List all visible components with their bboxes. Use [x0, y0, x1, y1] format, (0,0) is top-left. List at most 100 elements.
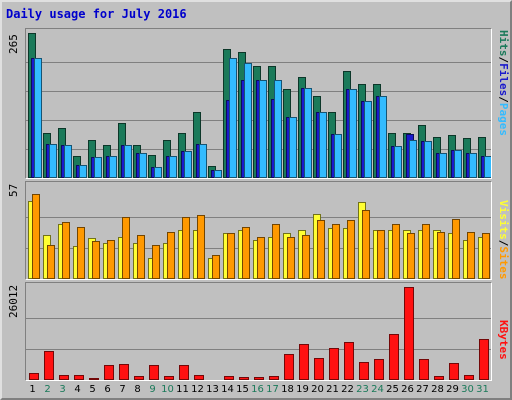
pages-bar [424, 141, 432, 178]
kbytes-bar [59, 375, 69, 380]
x-tick-label: 29 [446, 384, 459, 395]
sites-bar [227, 233, 235, 279]
x-tick-label: 12 [191, 384, 204, 395]
legend-visits: Visits [497, 200, 510, 240]
kbytes-ymax-label: 26012 [7, 284, 20, 318]
pages-bar [229, 58, 237, 178]
kbytes-bar [314, 358, 324, 380]
x-tick-label: 8 [134, 384, 141, 395]
kbytes-bar [74, 375, 84, 380]
sites-bar [467, 232, 475, 279]
sites-bar [272, 224, 280, 279]
pages-bar [154, 167, 162, 178]
x-tick-label: 22 [341, 384, 354, 395]
kbytes-bar [344, 342, 354, 380]
pages-bar [139, 153, 147, 178]
x-tick-label: 24 [371, 384, 384, 395]
sites-ymax-label: 57 [7, 183, 20, 197]
visits-sites-chart [26, 194, 491, 279]
legend-separator: / [497, 239, 510, 247]
legend-separator: / [497, 56, 510, 64]
legend-pages: Pages [497, 102, 510, 136]
x-tick-label: 28 [431, 384, 444, 395]
pages-bar [379, 96, 387, 178]
x-tick-label: 20 [311, 384, 324, 395]
sites-bar [182, 217, 190, 279]
sites-bar [92, 241, 100, 279]
chart-title: Daily usage for July 2016 [6, 7, 187, 21]
kbytes-bar [449, 363, 459, 380]
sites-bar [302, 235, 310, 279]
x-tick-label: 11 [176, 384, 189, 395]
sites-bar [437, 232, 445, 279]
kbytes-bar [179, 365, 189, 380]
pages-bar [364, 101, 372, 178]
x-tick-label: 1 [29, 384, 36, 395]
sites-bar [407, 233, 415, 279]
sites-bar [212, 255, 220, 279]
kbytes-bar [299, 344, 309, 380]
kbytes-bar [239, 377, 249, 380]
pages-bar [109, 156, 117, 178]
pages-bar [409, 140, 417, 178]
kbytes-bar [29, 373, 39, 380]
x-tick-label: 9 [149, 384, 156, 395]
sites-bar [47, 245, 55, 279]
pages-bar [79, 165, 87, 178]
pages-bar [469, 153, 477, 178]
sites-bar [392, 224, 400, 279]
pages-bar [454, 150, 462, 178]
sites-bar [167, 232, 175, 279]
kbytes-bar [149, 365, 159, 380]
pages-bar [259, 80, 267, 178]
x-tick-label: 30 [461, 384, 474, 395]
pages-bar [184, 151, 192, 178]
kbytes-bar [374, 359, 384, 380]
x-tick-label: 23 [356, 384, 369, 395]
kbytes-bar [164, 376, 174, 380]
x-tick-label: 10 [161, 384, 174, 395]
x-tick-label: 15 [236, 384, 249, 395]
sites-bar [152, 245, 160, 279]
kbytes-bar [104, 365, 114, 380]
pages-bar [49, 144, 57, 178]
pages-bar [304, 88, 312, 178]
sites-bar [347, 220, 355, 279]
kbytes-bar [44, 351, 54, 380]
pages-bar [169, 156, 177, 178]
x-tick-label: 21 [326, 384, 339, 395]
pages-bar [289, 117, 297, 178]
sites-bar [257, 237, 265, 279]
x-axis-labels: 1 2 3 4 5 6 7 8 9 10 11 12 13 14 15 16 17 18 19 20 21 22 23 24 2… [25, 384, 492, 398]
x-tick-label: 25 [386, 384, 399, 395]
sites-bar [482, 233, 490, 279]
sites-bar [77, 227, 85, 279]
sites-bar [107, 240, 115, 279]
hits-files-pages-panel [25, 28, 492, 179]
hits-files-pages-legend: Hits/Files/Pages [496, 30, 510, 136]
sites-bar [377, 230, 385, 279]
legend-separator: / [497, 96, 510, 103]
kbytes-panel [25, 282, 492, 381]
x-tick-label: 18 [281, 384, 294, 395]
kbytes-bar [389, 334, 399, 380]
kbytes-bar [329, 348, 339, 380]
x-tick-label: 5 [89, 384, 96, 395]
kbytes-bar [89, 378, 99, 380]
legend-sites: Sites [497, 246, 510, 280]
visits-sites-panel [25, 181, 492, 280]
kbytes-bar [359, 362, 369, 380]
pages-bar [349, 89, 357, 178]
kbytes-bar [464, 375, 474, 380]
x-tick-label: 4 [74, 384, 81, 395]
pages-bar [34, 58, 42, 178]
x-tick-label: 17 [266, 384, 279, 395]
pages-bar [199, 144, 207, 178]
kbytes-bar [404, 287, 414, 380]
sites-bar [62, 222, 70, 279]
sites-bar [317, 220, 325, 279]
kbytes-bar [269, 376, 279, 380]
x-tick-label: 13 [206, 384, 219, 395]
pages-bar [64, 145, 72, 178]
